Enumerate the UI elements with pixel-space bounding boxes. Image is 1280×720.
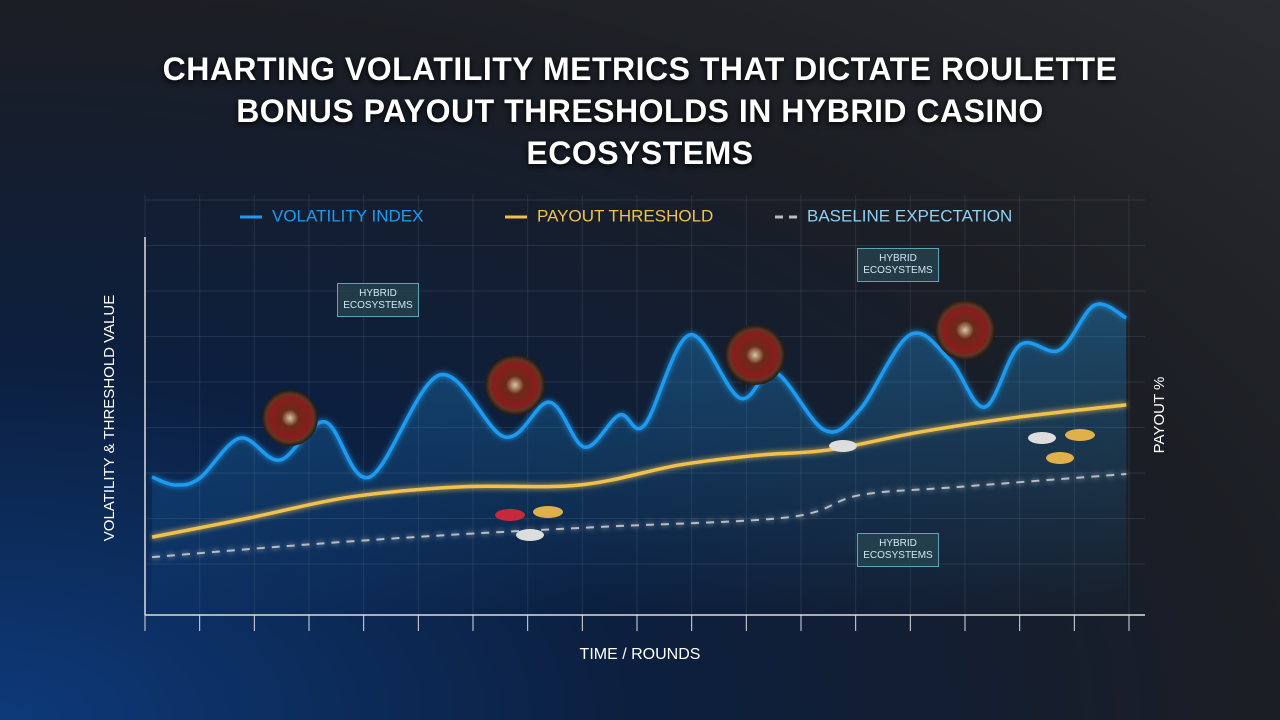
legend-label: BASELINE EXPECTATION <box>807 206 1012 225</box>
annotation: HYBRID ECOSYSTEMS <box>857 248 939 282</box>
roulette-wheel <box>262 300 995 446</box>
legend-label: VOLATILITY INDEX <box>272 206 423 225</box>
chips <box>495 429 1095 541</box>
y2-axis-label: PAYOUT % <box>1151 377 1168 454</box>
legend-label: PAYOUT THRESHOLD <box>537 206 713 225</box>
chart-title: CHARTING VOLATILITY METRICS THAT DICTATE… <box>162 51 1118 171</box>
annotation: HYBRID ECOSYSTEMS <box>337 283 419 317</box>
series-line <box>151 403 1127 539</box>
annotation: HYBRID ECOSYSTEMS <box>857 533 939 567</box>
decorations <box>262 300 1095 541</box>
y-axis-label: VOLATILITY & THRESHOLD VALUE <box>101 295 118 541</box>
x-axis-label: TIME / ROUNDS <box>580 646 701 663</box>
series-line <box>152 473 1127 559</box>
series-line <box>151 302 1128 487</box>
